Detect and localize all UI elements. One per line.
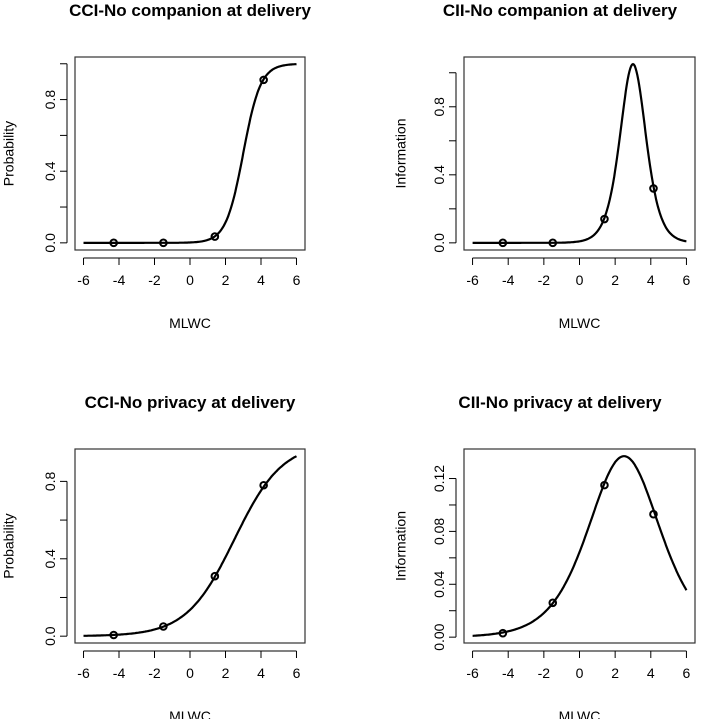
curve-line: [83, 455, 298, 637]
x-axis-label: MLWC: [559, 315, 601, 331]
curve-line: [83, 63, 297, 244]
y-tick-label: 0.12: [431, 465, 447, 492]
plot-frame: [463, 56, 696, 251]
y-tick-label: 0.4: [42, 161, 58, 181]
x-tick-label: -6: [77, 665, 90, 681]
x-tick-label: 0: [186, 272, 194, 288]
chart-title: CII-No companion at delivery: [443, 1, 678, 20]
data-point: [548, 598, 558, 608]
data-point: [600, 214, 609, 224]
y-tick-label: 0.4: [431, 165, 447, 185]
x-tick-label: 2: [222, 272, 230, 288]
y-axis-label: Probability: [1, 121, 17, 186]
data-point: [259, 75, 268, 85]
x-axis-label: MLWC: [559, 708, 601, 719]
x-tick-label: -4: [113, 665, 126, 681]
chart-title: CCI-No privacy at delivery: [85, 393, 296, 412]
data-point: [649, 509, 658, 519]
y-tick-label: 0.00: [431, 623, 447, 650]
data-point: [498, 628, 508, 638]
x-tick-label: -2: [148, 272, 161, 288]
y-tick-label: 0.0: [431, 233, 447, 253]
y-tick-label: 0.04: [431, 570, 447, 597]
x-tick-label: -4: [502, 272, 515, 288]
curve-line: [472, 62, 687, 244]
data-point: [210, 571, 220, 581]
x-tick-label: -6: [466, 272, 479, 288]
x-axis-label: MLWC: [169, 708, 211, 719]
x-tick-label: -2: [538, 272, 551, 288]
panel-1: CCI-No companion at delivery -6 -4 -2 0 2 4 6 ML…: [1, 1, 312, 331]
data-point: [210, 232, 220, 241]
data-point: [600, 480, 609, 490]
data-point: [109, 238, 118, 248]
data-point: [159, 622, 168, 631]
y-tick-label: 0.4: [42, 549, 58, 569]
y-tick-label: 0.0: [42, 233, 58, 253]
panel-3: CCI-No privacy at delivery -6 -4 -2 0 2 4 6 MLWC…: [1, 393, 306, 719]
x-tick-label: 2: [611, 665, 619, 681]
data-point: [109, 630, 118, 640]
y-tick-label: 0.8: [431, 97, 447, 117]
x-tick-label: -4: [113, 272, 126, 288]
x-tick-label: 4: [647, 665, 655, 681]
x-axis-label: MLWC: [169, 315, 211, 331]
x-tick-label: 6: [683, 665, 691, 681]
x-tick-label: 0: [186, 665, 194, 681]
x-tick-label: 2: [222, 665, 230, 681]
y-axis-label: Information: [393, 118, 409, 188]
x-tick-label: 4: [257, 272, 265, 288]
x-tick-label: 6: [683, 272, 691, 288]
y-tick-label: 0.8: [42, 471, 58, 491]
y-axis-label: Probability: [1, 513, 17, 578]
data-point: [159, 238, 168, 248]
x-tick-label: 6: [293, 272, 301, 288]
y-tick-label: 0.08: [431, 518, 447, 545]
data-point: [649, 184, 658, 193]
x-tick-label: 6: [293, 665, 301, 681]
y-tick-label: 0.0: [42, 626, 58, 646]
x-tick-label: -6: [77, 272, 90, 288]
plot-frame: [463, 448, 696, 644]
x-tick-label: 4: [647, 272, 655, 288]
panel-4: CII-No privacy at delivery -6 -4 -2 0 2 4 6 MLWC…: [393, 393, 696, 719]
panel-2: CII-No companion at delivery -6 -4 -2 0 2 4 6 ML…: [393, 1, 696, 331]
x-tick-label: 0: [576, 665, 584, 681]
data-point: [259, 480, 268, 490]
x-tick-label: 2: [611, 272, 619, 288]
y-tick-label: 0.8: [42, 90, 58, 110]
data-point: [548, 238, 558, 248]
x-tick-label: -2: [148, 665, 161, 681]
chart-title: CCI-No companion at delivery: [69, 1, 311, 20]
x-tick-label: -6: [466, 665, 479, 681]
y-axis-label: Information: [393, 511, 409, 581]
x-tick-label: 0: [576, 272, 584, 288]
plot-frame: [74, 56, 306, 251]
curve-line: [472, 455, 688, 637]
chart-title: CII-No privacy at delivery: [458, 393, 662, 412]
data-point: [498, 238, 508, 248]
plot-frame: [74, 448, 306, 644]
x-tick-label: 4: [257, 665, 265, 681]
x-tick-label: -4: [502, 665, 515, 681]
x-tick-label: -2: [538, 665, 551, 681]
